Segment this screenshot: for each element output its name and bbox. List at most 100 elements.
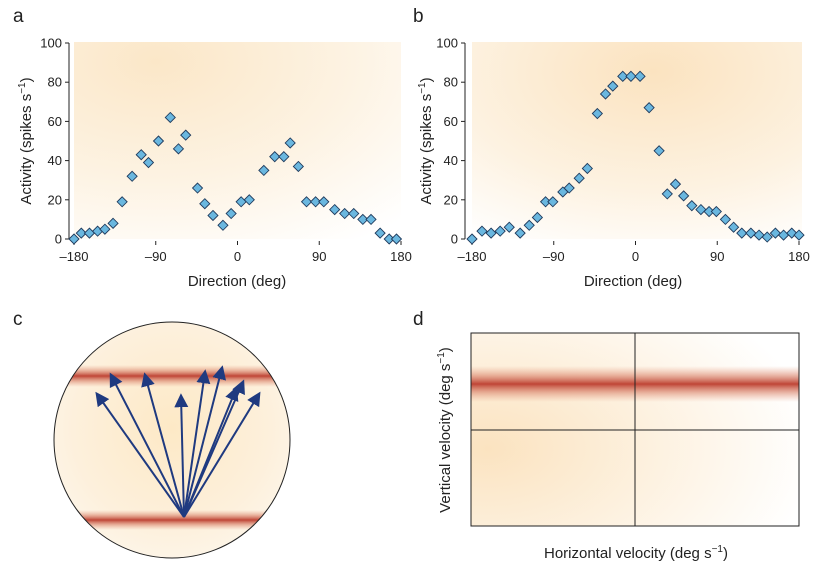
data-point xyxy=(634,70,646,82)
y-tick-label: 60 xyxy=(48,114,62,129)
data-point xyxy=(710,205,722,218)
data-point xyxy=(769,227,782,239)
panel-a-points xyxy=(68,111,403,245)
data-point xyxy=(485,227,497,239)
panel-a-y-axis-label: Activity (spikes s−1) xyxy=(17,77,35,204)
panel-c-lower-band xyxy=(54,510,290,530)
data-point xyxy=(753,229,765,241)
y-tick-label: 40 xyxy=(48,153,62,168)
data-point xyxy=(329,203,341,216)
panel-c-disc-outline xyxy=(53,321,291,559)
data-point xyxy=(563,182,575,194)
data-point xyxy=(172,143,185,155)
data-point xyxy=(466,233,478,245)
velocity-arrow xyxy=(109,372,185,518)
y-tick-label: 100 xyxy=(40,36,62,51)
data-point xyxy=(661,188,673,200)
panel-b-chart: Activity (spikes s−1) Direction (deg) 0 2… xyxy=(417,36,810,291)
data-point xyxy=(643,102,655,114)
data-point xyxy=(152,135,165,147)
data-point xyxy=(357,213,369,226)
panel-b-y-axis-label: Activity (spikes s−1) xyxy=(417,77,435,204)
data-point xyxy=(736,227,748,239)
y-tick-label: 100 xyxy=(436,36,458,51)
velocity-arrow xyxy=(183,369,211,518)
data-point xyxy=(116,196,128,208)
y-tick-label: 60 xyxy=(444,114,458,129)
data-point xyxy=(126,170,138,182)
panel-d-x-axis-label: Horizontal velocity (deg s−1) xyxy=(544,544,728,562)
y-tick-label: 40 xyxy=(444,153,458,168)
data-point xyxy=(284,137,296,149)
data-point xyxy=(686,200,698,212)
y-tick-label: 80 xyxy=(48,75,62,90)
data-point xyxy=(135,149,147,161)
y-tick-label: 80 xyxy=(444,75,458,90)
data-point xyxy=(390,233,403,245)
panel-a-ticks: 0 20 40 60 80 100 –180 –90 0 90 180 xyxy=(40,36,412,265)
data-point xyxy=(207,209,219,222)
panel-a-plot-area xyxy=(74,42,401,239)
data-point xyxy=(339,207,351,220)
data-point xyxy=(793,229,805,241)
data-point xyxy=(107,217,119,229)
data-point xyxy=(348,207,360,220)
data-point xyxy=(581,162,593,175)
data-point xyxy=(191,182,204,194)
data-point xyxy=(625,70,637,82)
panel-c-arrows xyxy=(95,365,261,518)
data-point xyxy=(180,129,192,141)
data-point xyxy=(617,70,629,82)
data-point xyxy=(99,223,111,235)
data-point xyxy=(503,221,515,233)
panel-b-x-axis-label: Direction (deg) xyxy=(584,273,682,290)
data-point xyxy=(727,221,740,233)
panel-c-letter: c xyxy=(13,309,23,330)
y-tick-label: 20 xyxy=(444,192,458,207)
data-point xyxy=(217,219,229,231)
panel-a-x-axis-label: Direction (deg) xyxy=(188,273,286,290)
data-point xyxy=(514,227,526,239)
velocity-arrow xyxy=(183,379,245,518)
data-point xyxy=(142,156,155,169)
velocity-arrow xyxy=(174,393,189,518)
data-point xyxy=(607,80,619,92)
data-point xyxy=(719,213,732,226)
data-point xyxy=(745,227,757,239)
data-point xyxy=(653,145,665,157)
data-point xyxy=(761,231,773,243)
panel-b-points xyxy=(466,70,805,245)
data-point xyxy=(243,194,255,206)
data-point xyxy=(269,151,281,163)
velocity-arrow xyxy=(183,365,227,518)
data-point xyxy=(669,178,682,190)
data-point xyxy=(365,213,377,226)
x-tick-label: 90 xyxy=(710,249,724,264)
data-point xyxy=(164,111,176,124)
x-tick-label: 90 xyxy=(312,249,326,264)
panel-a-letter: a xyxy=(13,6,24,27)
data-point xyxy=(599,88,612,100)
y-tick-label: 0 xyxy=(451,232,458,247)
x-tick-label: –90 xyxy=(543,249,565,264)
data-point xyxy=(75,227,87,239)
data-point xyxy=(292,160,304,173)
data-point xyxy=(258,164,270,177)
data-point xyxy=(523,219,535,231)
data-point xyxy=(309,196,322,208)
data-point xyxy=(318,196,330,208)
data-point xyxy=(573,172,585,184)
data-point xyxy=(494,225,506,237)
data-point xyxy=(678,190,690,202)
x-tick-label: 180 xyxy=(788,249,810,264)
x-tick-label: 180 xyxy=(390,249,412,264)
data-point xyxy=(695,203,707,216)
y-tick-label: 0 xyxy=(55,232,62,247)
data-point xyxy=(547,196,559,208)
velocity-arrow xyxy=(141,372,185,518)
x-tick-label: 0 xyxy=(632,249,639,264)
panel-b-plot-area xyxy=(472,42,802,239)
panel-d-diagram: Vertical velocity (deg s−1) Horizontal v… xyxy=(436,332,800,562)
y-tick-label: 20 xyxy=(48,192,62,207)
